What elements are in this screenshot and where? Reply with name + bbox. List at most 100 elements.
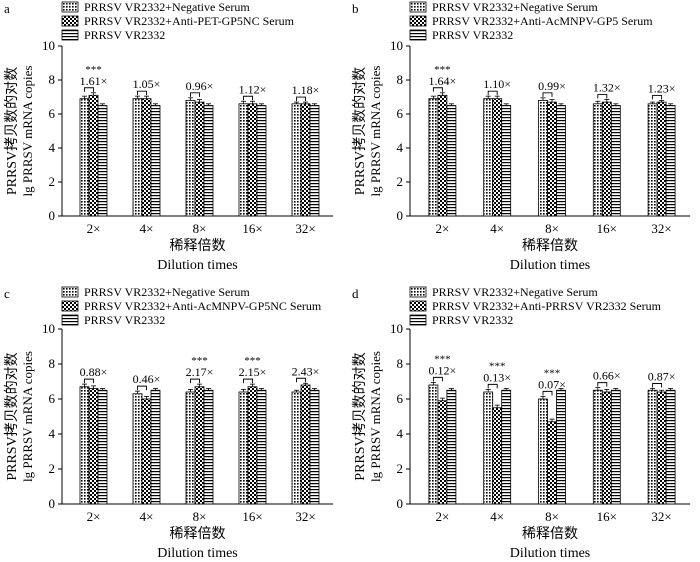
comparison-bracket	[487, 90, 498, 96]
x-tick-label: 32×	[295, 221, 315, 236]
y-tick-label: 8	[397, 72, 404, 87]
x-axis-title-cn: 稀释倍数	[522, 526, 578, 542]
bar-immune-serum-1	[88, 94, 99, 217]
bar-immune-serum-1	[88, 388, 99, 505]
y-axis-title-cn: PRRSV拷贝数的对数	[352, 67, 368, 195]
bar-virus-only-4	[610, 389, 621, 505]
y-tick-label: 2	[397, 174, 404, 189]
fold-label: 0.07×	[538, 377, 566, 391]
x-axis-title-cn: 稀释倍数	[170, 526, 226, 542]
bar-negative-serum-5	[291, 103, 302, 217]
x-tick-label: 32×	[651, 509, 671, 524]
bar-negative-serum-2	[483, 98, 494, 217]
bar-immune-serum-2	[141, 98, 152, 217]
legend-swatch-immune-serum	[409, 300, 427, 312]
legend-label-negative-serum: PRRSV VR2332+Negative Serum	[84, 0, 250, 14]
legend-swatch-virus-only	[409, 314, 427, 326]
significance-stars: ***	[489, 360, 506, 372]
fold-label: 0.46×	[133, 372, 161, 386]
comparison-bracket	[542, 390, 553, 396]
bar-virus-only-3	[556, 105, 566, 217]
x-axis-title-cn: 稀释倍数	[170, 238, 226, 254]
fold-label: 0.87×	[648, 370, 676, 384]
y-axis-title-en: lg PRRSV mRNA copies	[20, 66, 35, 197]
x-tick-label: 4×	[140, 221, 154, 236]
fold-label: 1.18×	[292, 83, 320, 97]
y-tick-label: 0	[397, 208, 404, 223]
x-tick-label: 4×	[490, 221, 504, 236]
bar-virus-only-1	[97, 105, 108, 217]
x-tick-label: 16×	[242, 221, 262, 236]
fold-label: 2.15×	[239, 365, 267, 379]
bar-immune-serum-1	[437, 400, 448, 505]
bar-immune-serum-3	[547, 421, 557, 505]
bar-virus-only-4	[256, 389, 267, 505]
fold-label: 1.23×	[648, 81, 676, 95]
bar-negative-serum-4	[592, 103, 603, 217]
bar-negative-serum-2	[132, 393, 143, 505]
bar-immune-serum-3	[547, 101, 557, 217]
x-axis-title-cn: 稀释倍数	[522, 238, 578, 254]
y-tick-label: 4	[397, 426, 404, 441]
legend-swatch-virus-only	[61, 29, 79, 41]
legend-label-virus-only: PRRSV VR2332	[84, 28, 165, 42]
x-tick-label: 8×	[545, 509, 559, 524]
bar-virus-only-3	[203, 105, 214, 217]
bar-negative-serum-5	[647, 103, 658, 217]
bar-virus-only-5	[309, 389, 320, 505]
legend-swatch-negative-serum	[61, 286, 79, 298]
comparison-bracket	[296, 377, 306, 383]
y-tick-label: 6	[49, 106, 56, 121]
y-tick-label: 10	[42, 38, 55, 53]
y-tick-label: 0	[397, 496, 404, 511]
significance-stars: ***	[244, 355, 261, 367]
bar-immune-serum-2	[492, 407, 503, 505]
panel-label: d	[352, 286, 359, 301]
x-tick-label: 8×	[193, 509, 207, 524]
comparison-bracket	[652, 383, 663, 388]
legend-label-virus-only: PRRSV VR2332	[84, 313, 165, 327]
x-tick-label: 16×	[597, 221, 617, 236]
y-tick-label: 8	[49, 72, 56, 87]
y-tick-label: 4	[49, 140, 56, 155]
legend-swatch-negative-serum	[61, 1, 79, 13]
significance-stars: ***	[434, 353, 451, 365]
y-tick-label: 10	[390, 38, 403, 53]
legend-label-immune-serum: PRRSV VR2332+Anti-AcMNPV-GP5NC Serum	[84, 299, 322, 313]
bar-immune-serum-4	[247, 386, 258, 505]
legend-label-negative-serum: PRRSV VR2332+Negative Serum	[84, 285, 250, 299]
fold-label: 1.64×	[429, 74, 457, 88]
legend-swatch-immune-serum	[409, 15, 427, 27]
y-axis-title-en: lg PRRSV mRNA copies	[368, 351, 383, 482]
x-axis-title-en: Dilution times	[157, 258, 238, 273]
fold-label: 0.99×	[538, 79, 566, 93]
legend-label-immune-serum: PRRSV VR2332+Anti-AcMNPV-GP5 Serum	[432, 14, 653, 28]
bar-immune-serum-4	[247, 103, 258, 217]
bar-virus-only-4	[256, 105, 267, 217]
x-tick-label: 8×	[193, 221, 207, 236]
fold-label: 0.12×	[429, 363, 457, 377]
legend-label-immune-serum: PRRSV VR2332+Anti-PRRSV VR2332 Serum	[432, 299, 662, 313]
bar-negative-serum-1	[79, 386, 90, 505]
x-tick-label: 4×	[140, 509, 154, 524]
comparison-bracket	[243, 378, 253, 384]
y-tick-label: 2	[397, 461, 404, 476]
y-tick-label: 4	[49, 426, 56, 441]
fold-label: 0.88×	[80, 365, 108, 379]
bar-negative-serum-3	[185, 391, 196, 505]
x-tick-label: 2×	[435, 509, 449, 524]
panel-label: b	[352, 1, 359, 16]
comparison-bracket	[487, 383, 498, 389]
bar-immune-serum-5	[656, 101, 667, 217]
comparison-bracket	[542, 92, 553, 97]
comparison-bracket	[84, 378, 94, 384]
fold-label: 1.10×	[483, 77, 511, 91]
significance-stars: ***	[191, 355, 208, 367]
significance-stars: ***	[85, 64, 102, 76]
x-axis-title-en: Dilution times	[510, 258, 591, 273]
comparison-bracket	[296, 96, 306, 102]
comparison-bracket	[190, 92, 200, 97]
y-axis-title-en: lg PRRSV mRNA copies	[368, 66, 383, 197]
